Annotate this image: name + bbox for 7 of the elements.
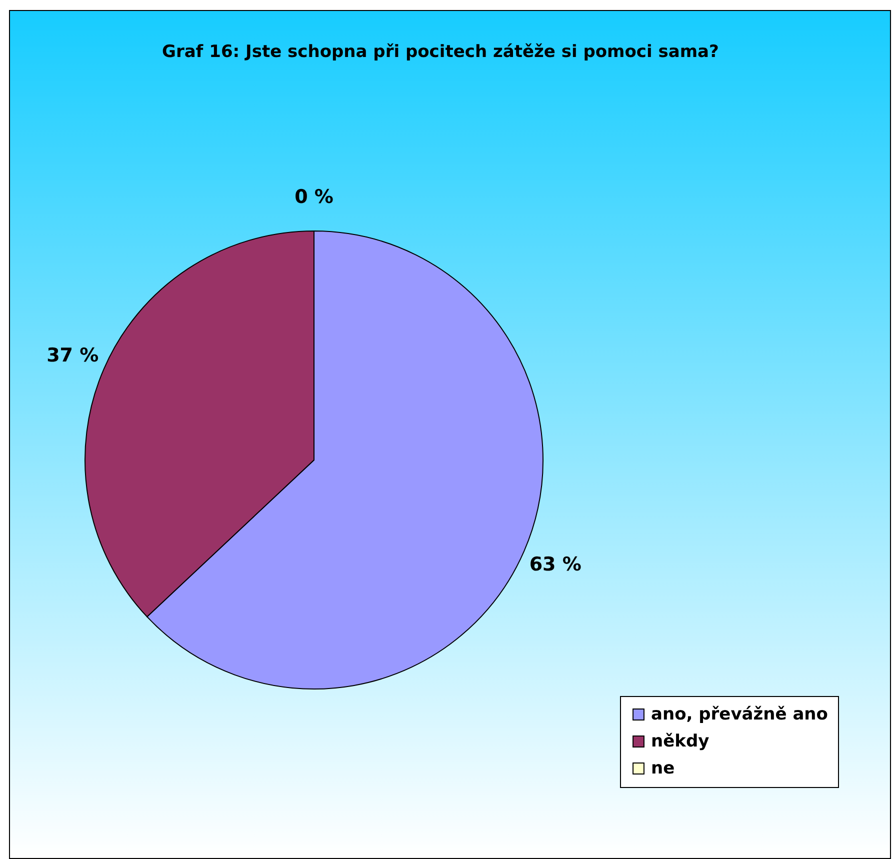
- legend-label: někdy: [651, 732, 710, 752]
- data-label: 37 %: [46, 344, 99, 367]
- data-label: 63 %: [529, 553, 582, 576]
- chart-title: Graf 16: Jste schopna při pocitech zátěže si pomoci sama?: [162, 42, 719, 62]
- legend-label: ne: [651, 758, 675, 778]
- text: 0 %: [294, 186, 334, 208]
- legend-label: ano, převážně ano: [651, 704, 828, 724]
